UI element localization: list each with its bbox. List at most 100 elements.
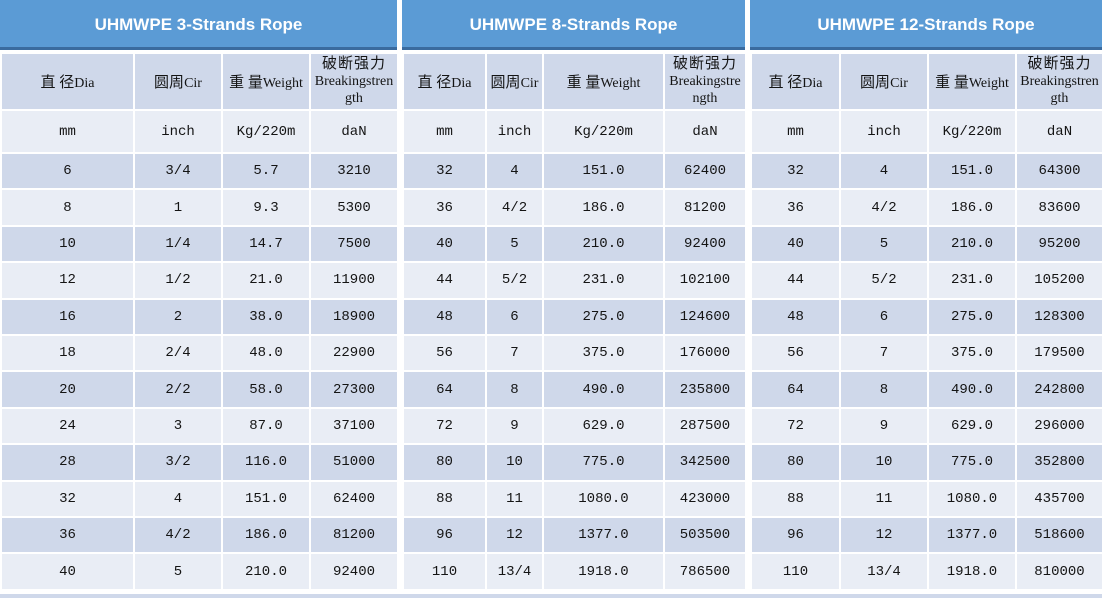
table-cell: 9 (839, 406, 929, 446)
units-row: mm inch Kg/220m daN (0, 109, 399, 154)
section-title: UHMWPE 8-Strands Rope (402, 0, 745, 50)
table-row: 44 5/2 231.0 105200 (750, 261, 1102, 300)
table-cell: 242800 (1015, 370, 1102, 409)
table-cell: 7500 (309, 224, 399, 264)
table-cell: 36 (750, 188, 841, 227)
table-cell: 503500 (663, 516, 747, 555)
unit-cell-cir: inch (133, 109, 223, 154)
table-row: 64 8 490.0 242800 (750, 370, 1102, 409)
table-cell: 186.0 (221, 516, 311, 555)
table-cell: 48 (402, 297, 487, 337)
table-cell: 44 (750, 261, 841, 300)
column-header-breaking-strength: 破断强力 Breakingstrength (663, 52, 747, 111)
table-cell: 629.0 (542, 406, 665, 446)
table-cell: 1377.0 (927, 516, 1017, 555)
table-cell: 151.0 (542, 151, 665, 191)
column-header-weight: 重 量Weight (927, 52, 1017, 111)
table-cell: 116.0 (221, 443, 311, 482)
table-row: 40 5 210.0 92400 (402, 224, 747, 264)
table-cell: 4/2 (485, 188, 544, 227)
table-cell: 352800 (1015, 443, 1102, 482)
table-cell: 95200 (1015, 224, 1102, 264)
table-cell: 56 (750, 334, 841, 373)
table-cell: 110 (402, 552, 487, 591)
column-header-row: 直 径Dia 圆周Cir 重 量Weight 破断强力 Breakingstren… (0, 52, 399, 111)
column-header-weight-en: Weight (262, 76, 303, 91)
table-cell: 5/2 (485, 261, 544, 300)
column-header-dia-cn: 直 径 (417, 75, 452, 91)
column-header-cir: 圆周Cir (485, 52, 544, 111)
column-header-cir-cn: 圆周 (154, 75, 185, 91)
table-cell: 32 (750, 151, 841, 191)
units-row: mm inch Kg/220m daN (750, 109, 1102, 154)
table-cell: 3/4 (133, 151, 223, 191)
table-cell: 296000 (1015, 406, 1102, 446)
table-row: 110 13/4 1918.0 786500 (402, 552, 747, 591)
table-cell: 435700 (1015, 479, 1102, 519)
table-cell: 92400 (309, 552, 399, 591)
table-body: 32 4 151.0 64300 36 4/2 186.0 83600 40 5 210.0 9520… (750, 151, 1102, 591)
table-cell: 81200 (663, 188, 747, 227)
table-cell: 287500 (663, 406, 747, 446)
column-header-cir-en: Cir (890, 76, 908, 91)
table-cell: 4 (485, 151, 544, 191)
table-row: 56 7 375.0 179500 (750, 334, 1102, 373)
table-body: 32 4 151.0 62400 36 4/2 186.0 81200 40 5 210.0 9240… (402, 151, 747, 591)
table-cell: 1/2 (133, 261, 223, 300)
table-row: 88 11 1080.0 435700 (750, 479, 1102, 519)
table-cell: 102100 (663, 261, 747, 300)
table-cell: 8 (839, 370, 929, 409)
column-header-breaking-cn: 破断强力 (672, 56, 737, 72)
unit-cell-breaking: daN (309, 109, 399, 154)
table-cell: 96 (750, 516, 841, 555)
table-row: 24 3 87.0 37100 (0, 406, 399, 446)
table-cell: 72 (402, 406, 487, 446)
table-cell: 16 (0, 297, 135, 337)
table-cell: 64300 (1015, 151, 1102, 191)
table-cell: 775.0 (927, 443, 1017, 482)
section-3-strands: UHMWPE 3-Strands Rope 直 径Dia 圆周Cir 重 量We… (0, 0, 399, 591)
table-cell: 518600 (1015, 516, 1102, 555)
table-cell: 186.0 (927, 188, 1017, 227)
column-header-dia: 直 径Dia (750, 52, 841, 111)
partial-next-row (0, 594, 1102, 598)
table-row: 20 2/2 58.0 27300 (0, 370, 399, 409)
table-cell: 18900 (309, 297, 399, 337)
table-cell: 3 (133, 406, 223, 446)
table-row: 8 1 9.3 5300 (0, 188, 399, 227)
table-row: 36 4/2 186.0 81200 (402, 188, 747, 227)
table-cell: 235800 (663, 370, 747, 409)
table-cell: 88 (402, 479, 487, 519)
spec-table-3-strands: 直 径Dia 圆周Cir 重 量Weight 破断强力 Breakingstren… (0, 52, 399, 591)
table-cell: 5300 (309, 188, 399, 227)
table-cell: 2/2 (133, 370, 223, 409)
table-cell: 27300 (309, 370, 399, 409)
table-cell: 342500 (663, 443, 747, 482)
table-row: 18 2/4 48.0 22900 (0, 334, 399, 373)
column-header-weight-cn: 重 量 (229, 75, 263, 91)
column-header-weight: 重 量Weight (221, 52, 311, 111)
table-cell: 10 (0, 224, 135, 264)
column-header-dia: 直 径Dia (402, 52, 487, 111)
table-cell: 210.0 (542, 224, 665, 264)
table-cell: 36 (0, 516, 135, 555)
table-cell: 22900 (309, 334, 399, 373)
table-cell: 18 (0, 334, 135, 373)
table-cell: 80 (402, 443, 487, 482)
table-cell: 12 (0, 261, 135, 300)
table-cell: 5 (485, 224, 544, 264)
unit-cell-dia: mm (0, 109, 135, 154)
table-cell: 81200 (309, 516, 399, 555)
column-header-breaking-cn: 破断强力 (321, 56, 386, 72)
table-cell: 40 (0, 552, 135, 591)
table-cell: 32 (402, 151, 487, 191)
table-row: 28 3/2 116.0 51000 (0, 443, 399, 482)
table-cell: 4/2 (133, 516, 223, 555)
unit-cell-breaking: daN (663, 109, 747, 154)
table-row: 80 10 775.0 342500 (402, 443, 747, 482)
table-cell: 3/2 (133, 443, 223, 482)
table-cell: 6 (0, 151, 135, 191)
table-cell: 20 (0, 370, 135, 409)
column-header-breaking-strength: 破断强力 Breakingstrength (1015, 52, 1102, 111)
table-cell: 8 (0, 188, 135, 227)
